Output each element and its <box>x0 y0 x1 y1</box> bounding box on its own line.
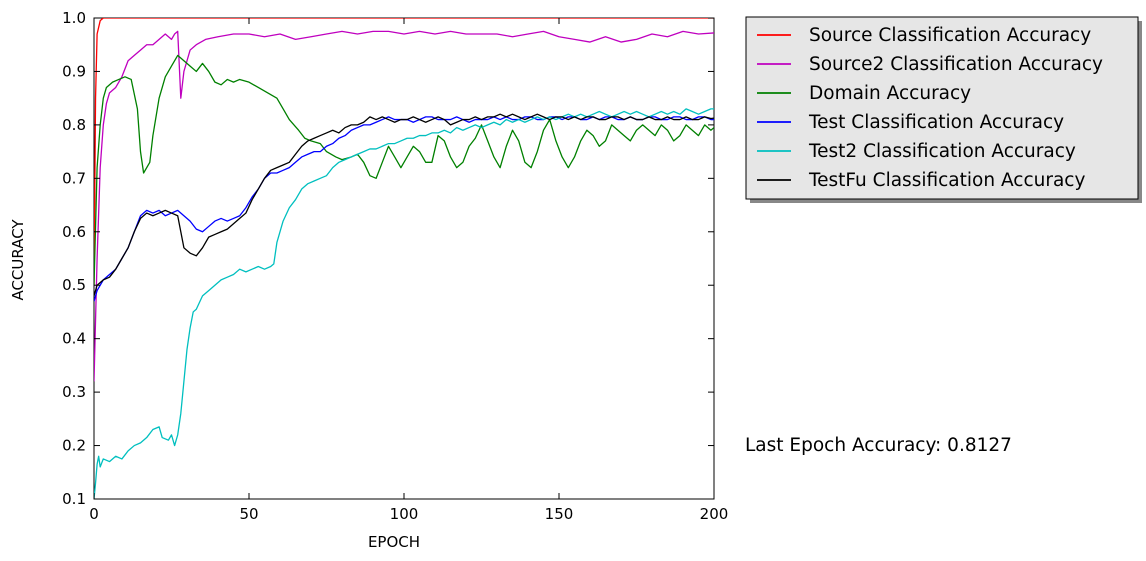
series-line-1 <box>94 18 714 286</box>
x-tick-label: 0 <box>89 505 99 523</box>
legend-label: TestFu Classification Accuracy <box>808 170 1085 191</box>
legend-entries: Source Classification Accuracy Source2 Cl… <box>757 25 1103 191</box>
series-layer <box>94 18 714 499</box>
y-tick-label: 0.2 <box>62 437 86 455</box>
y-tick-label: 1.0 <box>62 9 86 27</box>
legend-label: Source Classification Accuracy <box>809 25 1091 46</box>
x-tick-label: 200 <box>700 505 729 523</box>
legend-label: Source2 Classification Accuracy <box>809 54 1103 75</box>
y-tick-label: 0.8 <box>62 116 86 134</box>
y-tick-label: 0.9 <box>62 62 86 80</box>
series-line-6 <box>94 113 714 297</box>
legend-label: Test Classification Accuracy <box>808 112 1064 133</box>
legend-box <box>745 16 1139 200</box>
axis-layer: 0 50 100 150 200 0.1 0.2 0.3 0.4 0.5 0.6 0.7 0.8 0.9 1… <box>62 9 728 523</box>
y-tick-label: 0.6 <box>62 223 86 241</box>
y-tick-label: 0.4 <box>62 330 86 348</box>
series-line-2 <box>94 30 714 382</box>
last-epoch-accuracy-annotation: Last Epoch Accuracy: 0.8127 <box>745 435 1012 456</box>
x-tick-label: 50 <box>239 505 258 523</box>
y-tick-label: 0.1 <box>62 490 86 508</box>
y-tick-label: 0.5 <box>62 276 86 294</box>
y-axis-title: ACCURACY <box>9 219 27 301</box>
legend-label: Test2 Classification Accuracy <box>808 141 1076 162</box>
legend-label: Domain Accuracy <box>809 83 971 104</box>
x-axis-title: EPOCH <box>368 533 420 551</box>
y-tick-label: 0.3 <box>62 383 86 401</box>
legend: Source Classification Accuracy Source2 Cl… <box>745 16 1142 203</box>
x-tick-label: 100 <box>390 505 419 523</box>
series-line-5 <box>94 108 714 499</box>
y-tick-label: 0.7 <box>62 169 86 187</box>
plot-area <box>93 17 715 500</box>
x-tick-label: 150 <box>545 505 574 523</box>
series-line-3 <box>94 54 714 286</box>
